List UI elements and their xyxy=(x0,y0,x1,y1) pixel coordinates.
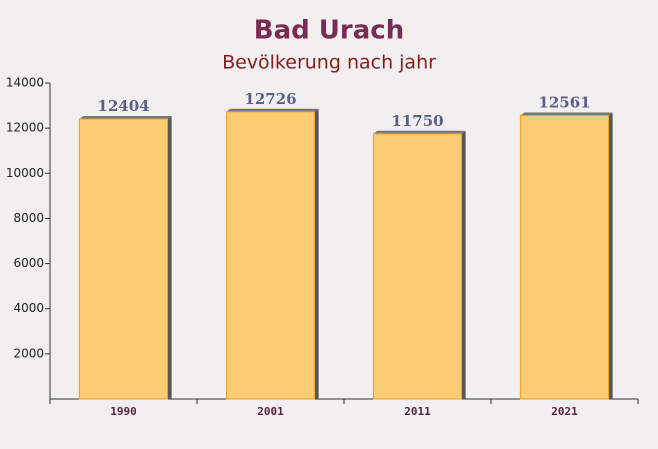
bar-shadow xyxy=(461,130,466,400)
bar-shadow xyxy=(167,116,172,400)
value-label: 12404 xyxy=(97,97,149,115)
chart-subtitle: Bevölkerung nach jahr xyxy=(222,52,436,74)
bar xyxy=(78,118,169,400)
value-label: 12726 xyxy=(244,90,296,108)
bar-shadow-top xyxy=(520,112,613,116)
x-tick-label: 2001 xyxy=(257,405,284,418)
y-tick-label: 10000 xyxy=(6,166,44,180)
value-label: 11750 xyxy=(391,112,443,130)
bar-shadow-top xyxy=(226,108,319,112)
bar-shadow xyxy=(608,112,613,399)
value-label: 12561 xyxy=(538,93,590,111)
x-tick-label: 2011 xyxy=(404,405,431,418)
bar xyxy=(519,114,610,400)
bar xyxy=(372,133,463,400)
bar-shadow-top xyxy=(79,116,172,120)
y-tick-label: 4000 xyxy=(13,301,44,315)
bar xyxy=(225,111,316,400)
x-tick-label: 2021 xyxy=(551,405,578,418)
chart-title: Bad Urach xyxy=(254,16,404,46)
y-tick-label: 8000 xyxy=(13,211,44,225)
y-tick-label: 6000 xyxy=(13,256,44,270)
x-tick-label: 1990 xyxy=(110,405,137,418)
y-tick-label: 2000 xyxy=(13,346,44,360)
y-tick-label: 14000 xyxy=(6,76,44,90)
bar-shadow xyxy=(314,108,319,400)
bar-shadow-top xyxy=(373,130,466,134)
y-tick-label: 12000 xyxy=(6,121,44,135)
